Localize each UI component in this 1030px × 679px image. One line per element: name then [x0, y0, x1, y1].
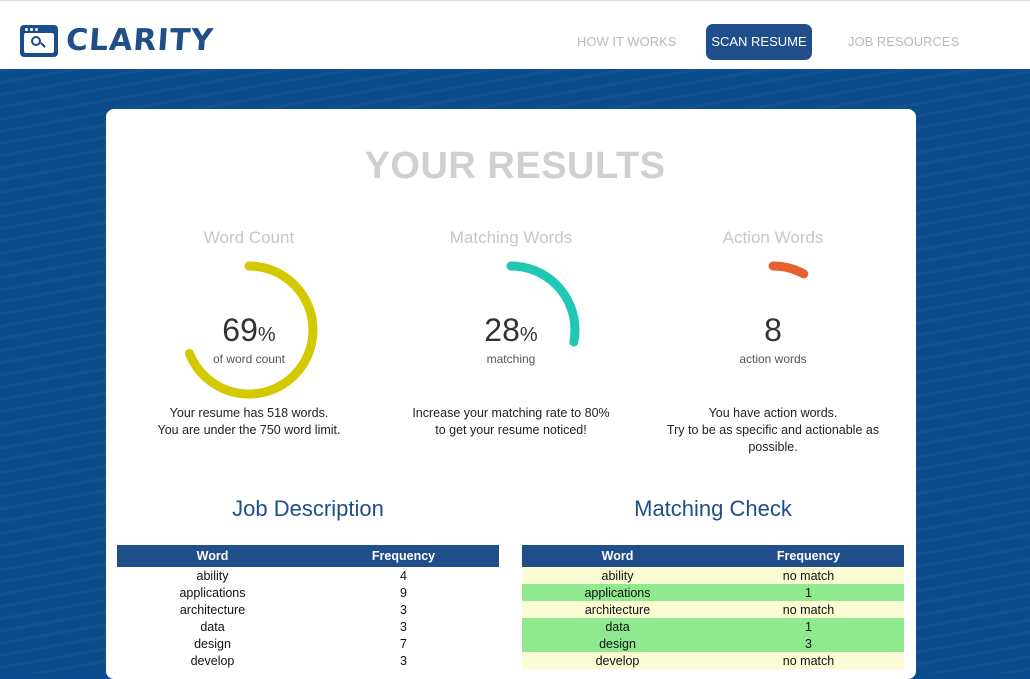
action-words-title: Action Words	[722, 228, 824, 247]
frequency-cell: no match	[713, 567, 904, 584]
clarity-logo[interactable]: CLARITY	[20, 23, 216, 58]
table-row: architecture 3	[117, 601, 499, 618]
job-description-table: Word Frequency ability 4 applications 9 ar…	[117, 545, 499, 669]
action-words-ring	[704, 261, 842, 399]
table-row: applications 9	[117, 584, 499, 601]
word-cell: applications	[522, 584, 713, 601]
word-count-sub: of word count	[212, 352, 286, 366]
frequency-cell: 7	[400, 636, 407, 651]
word-cell: develop	[522, 652, 713, 669]
word-count-note: Your resume has 518 words. You are under…	[157, 406, 341, 437]
word-cell: applications	[179, 585, 246, 600]
matching-words-title: Matching Words	[449, 228, 573, 247]
matching-words-arc	[442, 261, 580, 399]
frequency-cell: 3	[713, 635, 904, 652]
logo-text: CLARITY	[64, 23, 216, 58]
nav-job-resources[interactable]: JOB RESOURCES	[848, 34, 960, 49]
frequency-cell: 1	[713, 584, 904, 601]
column-header-word: Word	[117, 545, 308, 567]
column-header-frequency: Frequency	[308, 545, 499, 567]
word-cell: architecture	[522, 601, 713, 618]
word-count-value: 69%	[222, 312, 276, 348]
table-row: architecture no match	[522, 601, 904, 618]
table-header-row: Word Frequency	[117, 545, 499, 567]
frequency-cell: 3	[400, 653, 407, 668]
matching-check-title: Matching Check	[634, 496, 792, 521]
action-words-note: You have action words. Try to be as spec…	[666, 406, 880, 454]
matching-words-value: 28%	[484, 312, 538, 348]
action-words-sub: action words	[739, 352, 807, 366]
table-row: ability no match	[522, 567, 904, 584]
frequency-cell: 4	[400, 568, 407, 583]
action-words-arc	[704, 261, 842, 399]
frequency-cell: no match	[713, 601, 904, 618]
table-row: applications 1	[522, 584, 904, 601]
top-navbar: CLARITY HOW IT WORKS SCAN RESUME JOB RES…	[0, 0, 1030, 69]
word-cell: data	[200, 619, 225, 634]
table-row: develop no match	[522, 652, 904, 669]
word-count-title: Word Count	[203, 228, 295, 247]
word-cell: design	[522, 635, 713, 652]
word-count-arc	[180, 261, 318, 399]
action-words-value: 8	[764, 312, 782, 348]
column-header-word: Word	[522, 545, 713, 567]
job-description-title: Job Description	[232, 496, 384, 521]
table-row: design 7	[117, 635, 499, 652]
word-cell: data	[522, 618, 713, 635]
word-cell: architecture	[179, 602, 246, 617]
matching-words-sub: matching	[486, 352, 536, 366]
matching-words-note: Increase your matching rate to 80% to ge…	[412, 406, 610, 437]
frequency-cell: 3	[400, 602, 407, 617]
table-row: design 3	[522, 635, 904, 652]
table-row: develop 3	[117, 652, 499, 669]
table-row: data 1	[522, 618, 904, 635]
frequency-cell: no match	[713, 652, 904, 669]
nav-scan-resume[interactable]: SCAN RESUME	[706, 24, 812, 60]
word-count-ring	[180, 261, 318, 399]
browser-search-icon	[20, 24, 58, 57]
table-row: ability 4	[117, 567, 499, 584]
frequency-cell: 1	[713, 618, 904, 635]
word-cell: ability	[522, 567, 713, 584]
frequency-cell: 3	[400, 619, 407, 634]
nav-how-it-works[interactable]: HOW IT WORKS	[577, 34, 677, 49]
matching-words-ring	[442, 261, 580, 399]
column-header-frequency: Frequency	[713, 545, 904, 567]
word-cell: design	[194, 636, 231, 651]
table-header-row: Word Frequency	[522, 545, 904, 567]
matching-check-table: Word Frequency ability no match applicati…	[522, 545, 904, 669]
results-title: YOUR RESULTS	[364, 145, 666, 187]
table-row: data 3	[117, 618, 499, 635]
word-cell: ability	[196, 568, 229, 583]
word-cell: develop	[190, 653, 235, 668]
frequency-cell: 9	[400, 585, 407, 600]
